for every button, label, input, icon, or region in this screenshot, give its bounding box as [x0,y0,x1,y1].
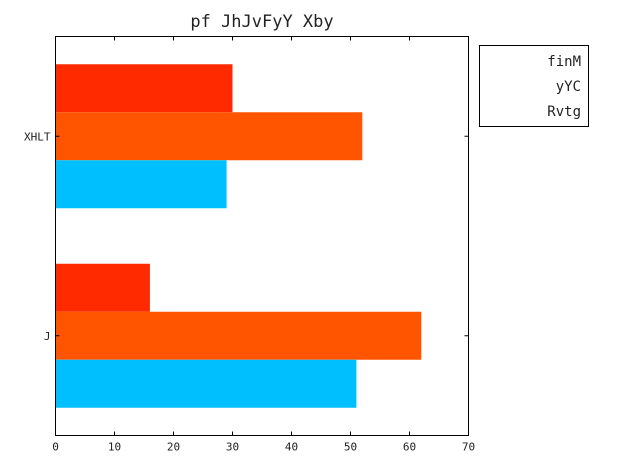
bar-finM-XHLT [55,64,233,113]
bar-Rvtg-XHLT [55,160,227,209]
bar-yYC-XHLT [55,112,363,161]
x-tick-label-40: 40 [285,441,298,454]
legend-box [479,45,589,127]
y-tick-label-XHLT: XHLT [24,130,51,143]
bar-finM-J [55,263,150,312]
legend-entry-Rvtg: Rvtg [547,104,581,120]
plot-frame [55,36,469,436]
axis-ticks: J XHLT 0 10 20 30 40 50 60 70 [24,36,475,454]
x-tick-label-20: 20 [167,441,180,454]
x-tick-label-50: 50 [344,441,357,454]
legend: finM yYC Rvtg [479,45,589,127]
x-tick-label-70: 70 [462,441,475,454]
y-tick-label-J: J [44,330,51,343]
legend-entry-finM: finM [547,54,581,70]
bars-layer [55,64,422,408]
x-tick-label-0: 0 [52,441,59,454]
bar-Rvtg-J [55,359,357,408]
x-tick-label-10: 10 [108,441,121,454]
chart-title: pf JhJvFyY Xby [190,12,333,32]
x-tick-label-30: 30 [226,441,239,454]
x-tick-label-60: 60 [403,441,416,454]
bar-yYC-J [55,311,422,360]
legend-entry-yYC: yYC [556,79,581,95]
